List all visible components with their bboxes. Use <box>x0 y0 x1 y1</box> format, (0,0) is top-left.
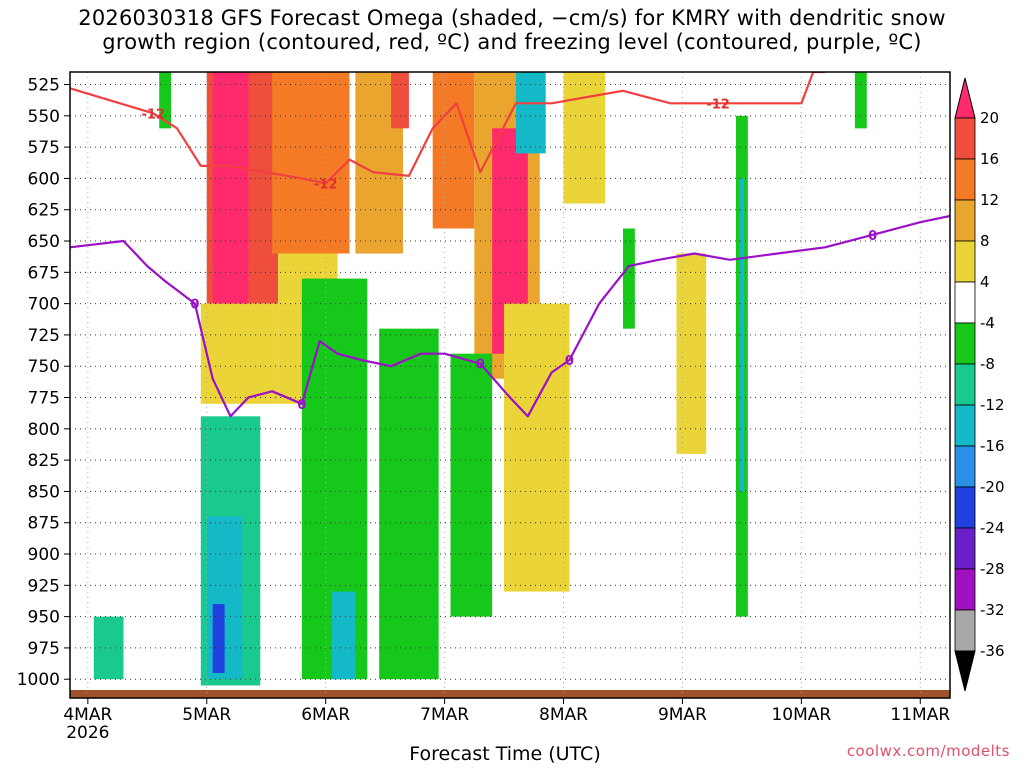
x-tick-label: 8MAR <box>539 705 588 725</box>
omega-cell <box>93 616 124 680</box>
freezing-level-label: 0 <box>190 298 199 313</box>
freezing-level-label: 0 <box>297 398 306 413</box>
omega-cell <box>432 72 475 229</box>
colorbar-tick-label: 16 <box>980 150 999 168</box>
omega-cell <box>450 353 493 617</box>
colorbar-tick-label: -8 <box>980 355 995 373</box>
freezing-level-label: 0 <box>565 354 574 369</box>
dgz-contour-line <box>70 72 826 185</box>
x-tick-label: 10MAR <box>771 705 831 725</box>
freezing-level-label: 0 <box>476 358 485 373</box>
omega-cell <box>854 72 867 129</box>
colorbar-tick-label: -24 <box>980 519 1005 537</box>
omega-cell <box>739 178 745 492</box>
y-tick-label: 725 <box>28 326 60 346</box>
dgz-contour-label: -12 <box>141 107 165 122</box>
omega-cell <box>563 72 606 204</box>
colorbar-tick-label: -4 <box>980 314 995 332</box>
y-tick-label: 525 <box>28 76 60 96</box>
omega-cell <box>272 72 350 254</box>
colorbar-bin <box>954 281 976 324</box>
freezing-level-label: 0 <box>868 229 877 244</box>
colorbar-tick-label: 8 <box>980 232 990 250</box>
colorbar-tick-label: -32 <box>980 601 1005 619</box>
colorbar-bin <box>954 240 976 283</box>
y-tick-label: 750 <box>28 357 60 377</box>
y-tick-label: 600 <box>28 169 60 189</box>
x-axis-title: Forecast Time (UTC) <box>409 743 601 765</box>
colorbar-tick-label: -36 <box>980 642 1005 660</box>
omega-cell <box>159 72 172 129</box>
colorbar-tick-label: 20 <box>980 109 999 127</box>
y-tick-label: 575 <box>28 138 60 158</box>
omega-field: -12 -12 -12 0 0 0 0 0 <box>70 72 950 698</box>
y-tick-label: 700 <box>28 295 60 315</box>
omega-cell <box>676 253 707 454</box>
dgz-contour-label: -12 <box>314 177 338 192</box>
x-tick-sublabel: 2026 <box>66 723 109 743</box>
colorbar-bin <box>954 117 976 160</box>
colorbar-tick-label: -28 <box>980 560 1005 578</box>
x-tick-label: 5MAR <box>182 705 231 725</box>
y-tick-label: 800 <box>28 420 60 440</box>
y-tick-label: 675 <box>28 263 60 283</box>
x-tick-label: 6MAR <box>301 705 350 725</box>
dgz-contour-label: -12 <box>706 97 730 112</box>
y-tick-label: 1000 <box>17 670 60 690</box>
omega-cell <box>206 516 243 680</box>
colorbar-tick-label: 12 <box>980 191 999 209</box>
colorbar-bin <box>954 568 976 611</box>
colorbar-top-arrow <box>954 77 976 119</box>
colorbar-tick-label: 4 <box>980 273 990 291</box>
x-tick-label: 9MAR <box>658 705 707 725</box>
omega-cell <box>379 328 439 680</box>
chart-title-line2: growth region (contoured, red, ºC) and f… <box>102 30 922 54</box>
y-tick-label: 850 <box>28 482 60 502</box>
y-tick-label: 900 <box>28 545 60 565</box>
x-tick-label: 7MAR <box>420 705 469 725</box>
chart-title: 2026030318 GFS Forecast Omega (shaded, −… <box>0 6 1024 54</box>
colorbar-bin <box>954 363 976 406</box>
omega-cell <box>331 591 356 680</box>
chart-title-line1: 2026030318 GFS Forecast Omega (shaded, −… <box>78 6 946 30</box>
colorbar-bin <box>954 404 976 447</box>
omega-cell <box>515 72 546 154</box>
colorbar-bin <box>954 158 976 201</box>
y-tick-label: 825 <box>28 451 60 471</box>
x-tick-label: 4MAR <box>63 705 112 725</box>
omega-cell <box>212 604 225 673</box>
omega-cell <box>622 228 635 329</box>
colorbar-bin <box>954 527 976 570</box>
y-tick-label: 875 <box>28 514 60 534</box>
colorbar-bin <box>954 445 976 488</box>
freezing-level-line <box>70 214 950 418</box>
omega-cell <box>200 303 279 404</box>
colorbar-bin <box>954 609 976 652</box>
y-tick-label: 650 <box>28 232 60 252</box>
y-tick-label: 975 <box>28 639 60 659</box>
colorbar-tick-label: -20 <box>980 478 1005 496</box>
omega-cell <box>504 303 570 592</box>
y-tick-label: 950 <box>28 608 60 628</box>
colorbar-tick-label: -12 <box>980 396 1005 414</box>
omega-cell <box>212 72 249 329</box>
watermark: coolwx.com/modelts <box>846 742 1010 760</box>
y-tick-label: 925 <box>28 576 60 596</box>
omega-cell <box>391 72 409 129</box>
x-tick-label: 11MAR <box>890 705 950 725</box>
colorbar-bottom-arrow <box>954 650 976 692</box>
colorbar-tick-label: -16 <box>980 437 1005 455</box>
terrain-strip <box>70 690 950 698</box>
plot-frame <box>69 71 951 699</box>
y-tick-label: 625 <box>28 201 60 221</box>
y-tick-label: 775 <box>28 389 60 409</box>
colorbar-bin <box>954 322 976 365</box>
colorbar-bin <box>954 199 976 242</box>
colorbar-bin <box>954 486 976 529</box>
y-tick-label: 550 <box>28 107 60 127</box>
